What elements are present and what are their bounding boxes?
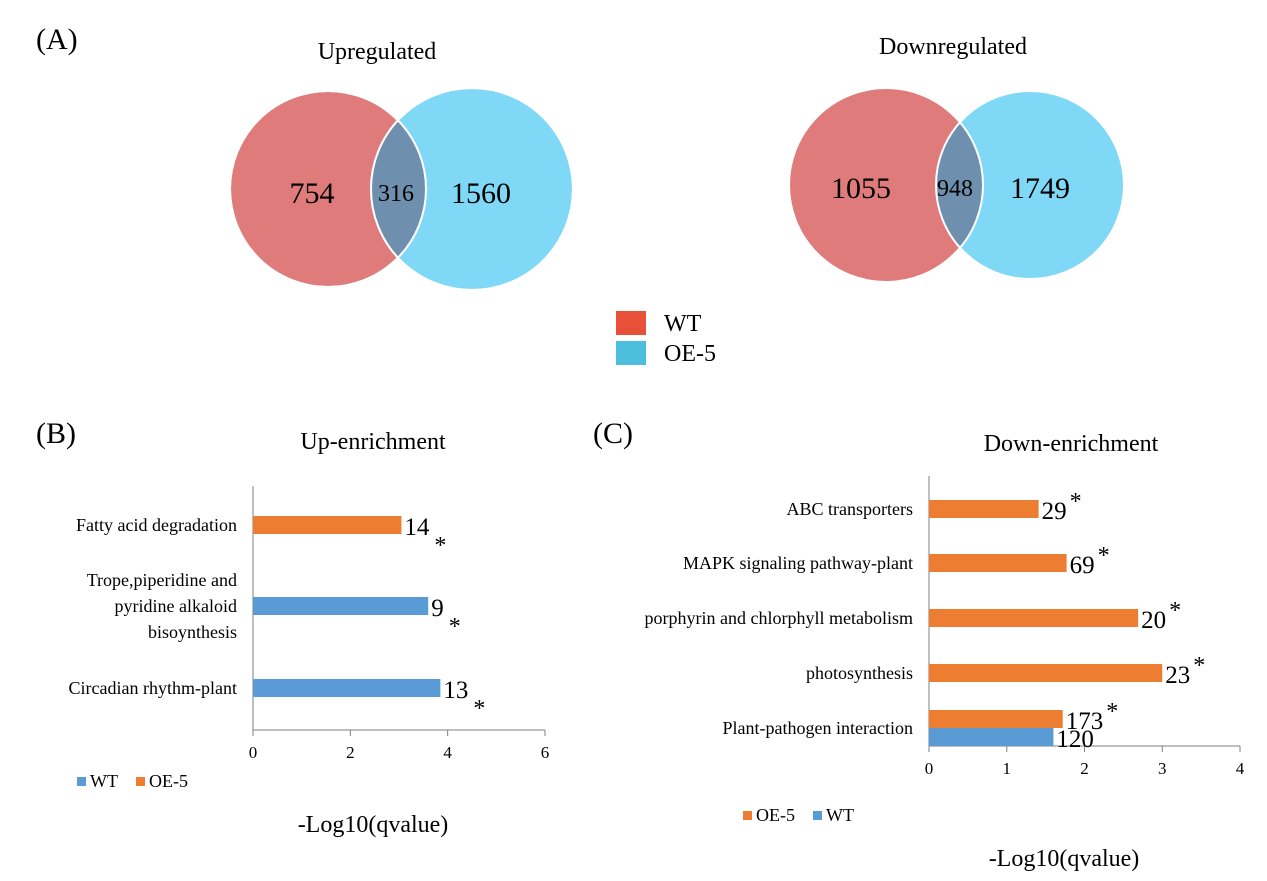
down-enrichment-x-tick-label: 4 [1236,759,1245,778]
venn-legend-oe5-label: OE-5 [664,341,716,367]
venn-down-wt-only-count: 1055 [831,172,891,205]
down-enrichment-legend-label: WT [826,805,854,825]
up-enrichment-bar [253,516,402,534]
panel-label-a: (A) [36,23,78,56]
down-enrichment-significance-star: * [1098,543,1110,569]
venn-up-oe5-only-count: 1560 [451,177,511,210]
down-enrichment-x-tick-label: 1 [1003,759,1012,778]
up-enrichment-category-label: Circadian rhythm-plant [69,678,237,698]
down-enrichment-category-label: ABC transporters [787,499,913,519]
venn-down-overlap-count: 948 [937,176,973,202]
panel-label-b: (B) [36,417,76,450]
up-enrichment-significance-star: * [434,533,446,559]
down-enrichment-legend-swatch [813,811,822,820]
up-enrichment-x-tick-label: 6 [541,743,550,762]
down-enrichment-significance-star: * [1193,653,1205,679]
up-enrichment-x-tick-label: 4 [443,743,452,762]
down-enrichment-bar [929,710,1063,728]
up-enrichment-legend-label: OE-5 [149,771,188,791]
down-enrichment-bar-label: 20 [1141,607,1166,634]
down-enrichment-significance-star: * [1106,699,1118,725]
venn-up-wt-only-count: 754 [290,177,335,210]
down-enrichment-bar [929,728,1054,746]
up-enrichment-bar-label: 14 [404,514,430,541]
up-enrichment-category-label: Trope,piperidine and [87,570,237,590]
up-enrichment-x-tick-label: 2 [346,743,355,762]
down-enrichment-x-tick-label: 0 [925,759,934,778]
down-enrichment-legend-swatch [743,811,752,820]
down-enrichment-category-label: MAPK signaling pathway-plant [683,553,913,573]
up-enrichment-bar-label: 9 [431,595,444,622]
venn-down-oe5-only-count: 1749 [1010,172,1070,205]
panel-label-c: (C) [593,417,633,450]
down-enrichment-category-label: Plant-pathogen interaction [723,718,913,738]
down-enrichment-bar-label: 173 [1066,708,1104,735]
venn-downregulated: Downregulated 1055 948 1749 [788,34,1125,283]
venn-up-overlap-count: 316 [378,181,414,207]
up-enrichment-category-label: bisoynthesis [148,622,237,642]
up-enrichment-significance-star: * [449,614,461,640]
venn-legend-wt-label: WT [664,311,702,337]
up-enrichment-category-label: Fatty acid degradation [76,515,237,535]
up-enrichment-bar [253,679,441,697]
down-enrichment-legend-label: OE-5 [756,805,795,825]
up-enrichment-category-label: pyridine alkaloid [115,596,237,616]
up-enrichment-chart: Up-enrichment -Log10(qvalue) 0 2 4 6 Fatty a… [69,429,550,838]
venn-down-title: Downregulated [879,34,1027,60]
down-enrichment-bar-label: 120 [1056,726,1094,753]
up-enrichment-legend-swatch [77,777,86,786]
up-enrichment-bar-label: 13 [443,677,468,704]
down-enrichment-significance-star: * [1169,598,1181,624]
venn-upregulated: Upregulated 754 316 1560 [229,39,574,291]
down-enrichment-x-tick-label: 3 [1158,759,1167,778]
venn-down-oe5-circle [936,91,1124,279]
down-enrichment-significance-star: * [1070,489,1082,515]
down-enrichment-title: Down-enrichment [984,431,1159,457]
up-enrichment-bar [253,597,429,615]
up-enrichment-xlabel: -Log10(qvalue) [298,812,449,838]
down-enrichment-x-tick-label: 2 [1080,759,1089,778]
venn-legend: WT OE-5 [616,311,716,367]
down-enrichment-bar [929,664,1163,682]
down-enrichment-chart: Down-enrichment -Log10(qvalue) 0 1 2 3 4ABC … [645,431,1245,872]
down-enrichment-bar [929,609,1139,627]
venn-down-wt-circle [789,88,983,282]
up-enrichment-legend-label: WT [90,771,118,791]
venn-legend-wt-swatch [616,311,646,335]
down-enrichment-category-label: photosynthesis [806,663,913,683]
down-enrichment-bar-label: 69 [1070,552,1095,579]
up-enrichment-x-tick-label: 0 [249,743,258,762]
venn-legend-oe5-swatch [616,341,646,365]
venn-up-title: Upregulated [318,39,437,65]
down-enrichment-xlabel: -Log10(qvalue) [989,846,1140,872]
down-enrichment-category-label: porphyrin and chlorphyll metabolism [645,608,913,628]
up-enrichment-legend-swatch [135,777,145,786]
up-enrichment-significance-star: * [473,696,485,722]
down-enrichment-bar [929,554,1067,572]
down-enrichment-bar-label: 29 [1042,498,1067,525]
up-enrichment-title: Up-enrichment [300,429,446,455]
down-enrichment-bar [929,500,1039,518]
down-enrichment-bar-label: 23 [1165,662,1190,689]
